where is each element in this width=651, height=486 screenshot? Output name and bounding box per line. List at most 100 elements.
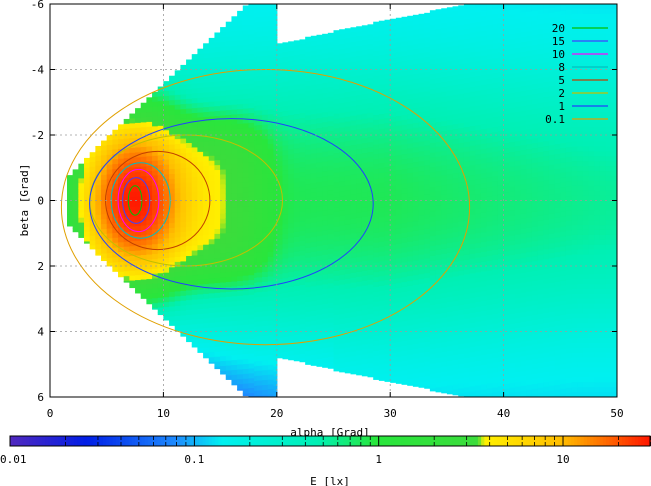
heatmap-cell	[361, 310, 369, 316]
heatmap-cell	[101, 219, 108, 225]
heatmap-cell	[463, 28, 471, 35]
heatmap-cell	[418, 23, 425, 30]
heatmap-cell	[248, 353, 255, 360]
heatmap-cell	[497, 18, 505, 24]
heatmap-cell	[191, 206, 199, 212]
heatmap-cell	[435, 195, 442, 202]
heatmap-cell	[282, 292, 289, 299]
heatmap-cell	[441, 268, 448, 275]
heatmap-cell	[191, 117, 199, 124]
heatmap-cell	[361, 138, 369, 144]
heatmap-cell	[169, 228, 176, 234]
heatmap-cell	[412, 250, 420, 257]
heatmap-cell	[480, 99, 488, 106]
heatmap-cell	[463, 38, 471, 45]
heatmap-cell	[163, 277, 170, 284]
heatmap-cell	[492, 358, 499, 364]
heatmap-cell	[129, 206, 136, 213]
heatmap-cell	[327, 342, 335, 348]
heatmap-cell	[395, 346, 403, 353]
heatmap-cell	[373, 65, 380, 72]
heatmap-cell	[452, 291, 459, 297]
heatmap-cell	[293, 177, 301, 184]
heatmap-cell	[135, 191, 142, 198]
heatmap-cell	[95, 209, 102, 216]
heatmap-cell	[435, 82, 442, 89]
heatmap-cell	[231, 50, 238, 57]
heatmap-cell	[208, 155, 216, 162]
heatmap-cell	[152, 209, 159, 216]
heatmap-cell	[412, 113, 420, 119]
heatmap-cell	[429, 177, 437, 183]
heatmap-cell	[203, 121, 210, 128]
heatmap-cell	[407, 84, 414, 91]
heatmap-cell	[475, 154, 482, 161]
heatmap-cell	[373, 21, 380, 28]
heatmap-cell	[497, 155, 505, 162]
heatmap-cell	[310, 296, 318, 302]
heatmap-cell	[299, 49, 306, 55]
heatmap-cell	[191, 309, 199, 316]
heatmap-cell	[463, 279, 471, 285]
heatmap-cell	[282, 76, 289, 83]
heatmap-cell	[327, 248, 335, 255]
heatmap-cell	[480, 310, 488, 317]
heatmap-cell	[288, 257, 295, 263]
heatmap-cell	[191, 324, 199, 330]
heatmap-cell	[492, 14, 499, 20]
heatmap-cell	[424, 71, 431, 78]
heatmap-cell	[248, 289, 255, 296]
heatmap-cell	[367, 245, 374, 251]
heatmap-cell	[242, 162, 250, 169]
heatmap-cell	[276, 112, 284, 118]
heatmap-cell	[390, 269, 397, 275]
heatmap-cell	[231, 202, 238, 209]
heatmap-cell	[174, 94, 182, 101]
heatmap-cell	[401, 178, 408, 185]
heatmap-cell	[231, 104, 238, 111]
heatmap-cell	[373, 341, 380, 347]
heatmap-cell	[384, 196, 391, 203]
heatmap-cell	[282, 135, 289, 142]
heatmap-cell	[333, 275, 340, 282]
heatmap-cell	[208, 298, 216, 304]
heatmap-cell	[373, 272, 380, 278]
heatmap-cell	[231, 256, 238, 263]
heatmap-cell	[373, 311, 380, 318]
heatmap-cell	[293, 104, 301, 110]
heatmap-cell	[469, 209, 476, 216]
heatmap-cell	[327, 135, 335, 142]
heatmap-cell	[356, 321, 363, 327]
heatmap-cell	[361, 113, 369, 120]
heatmap-cell	[441, 352, 448, 358]
heatmap-cell	[310, 134, 318, 140]
heatmap-cell	[424, 204, 431, 210]
heatmap-cell	[373, 75, 380, 82]
heatmap-cell	[401, 80, 408, 87]
heatmap-cell	[492, 200, 499, 207]
heatmap-cell	[254, 238, 257, 245]
heatmap-cell	[163, 135, 170, 141]
heatmap-cell	[152, 190, 159, 196]
heatmap-cell	[407, 354, 414, 361]
heatmap-cell	[262, 50, 269, 57]
heatmap-cell	[344, 372, 352, 374]
heatmap-cell	[254, 268, 257, 274]
heatmap-cell	[373, 296, 380, 303]
heatmap-cell	[273, 283, 278, 289]
heatmap-cell	[316, 275, 323, 282]
heatmap-cell	[350, 267, 357, 274]
heatmap-cell	[276, 156, 284, 162]
heatmap-cell	[163, 149, 170, 156]
heatmap-cell	[197, 107, 204, 114]
heatmap-cell	[418, 284, 425, 290]
heatmap-cell	[163, 86, 170, 92]
heatmap-cell	[95, 204, 102, 211]
heatmap-cell	[305, 120, 312, 126]
heatmap-cell	[350, 41, 357, 48]
heatmap-cell	[316, 83, 323, 90]
heatmap-cell	[146, 225, 153, 231]
heatmap-cell	[163, 272, 170, 279]
heatmap-cell	[163, 228, 170, 235]
heatmap-cell	[208, 273, 216, 280]
